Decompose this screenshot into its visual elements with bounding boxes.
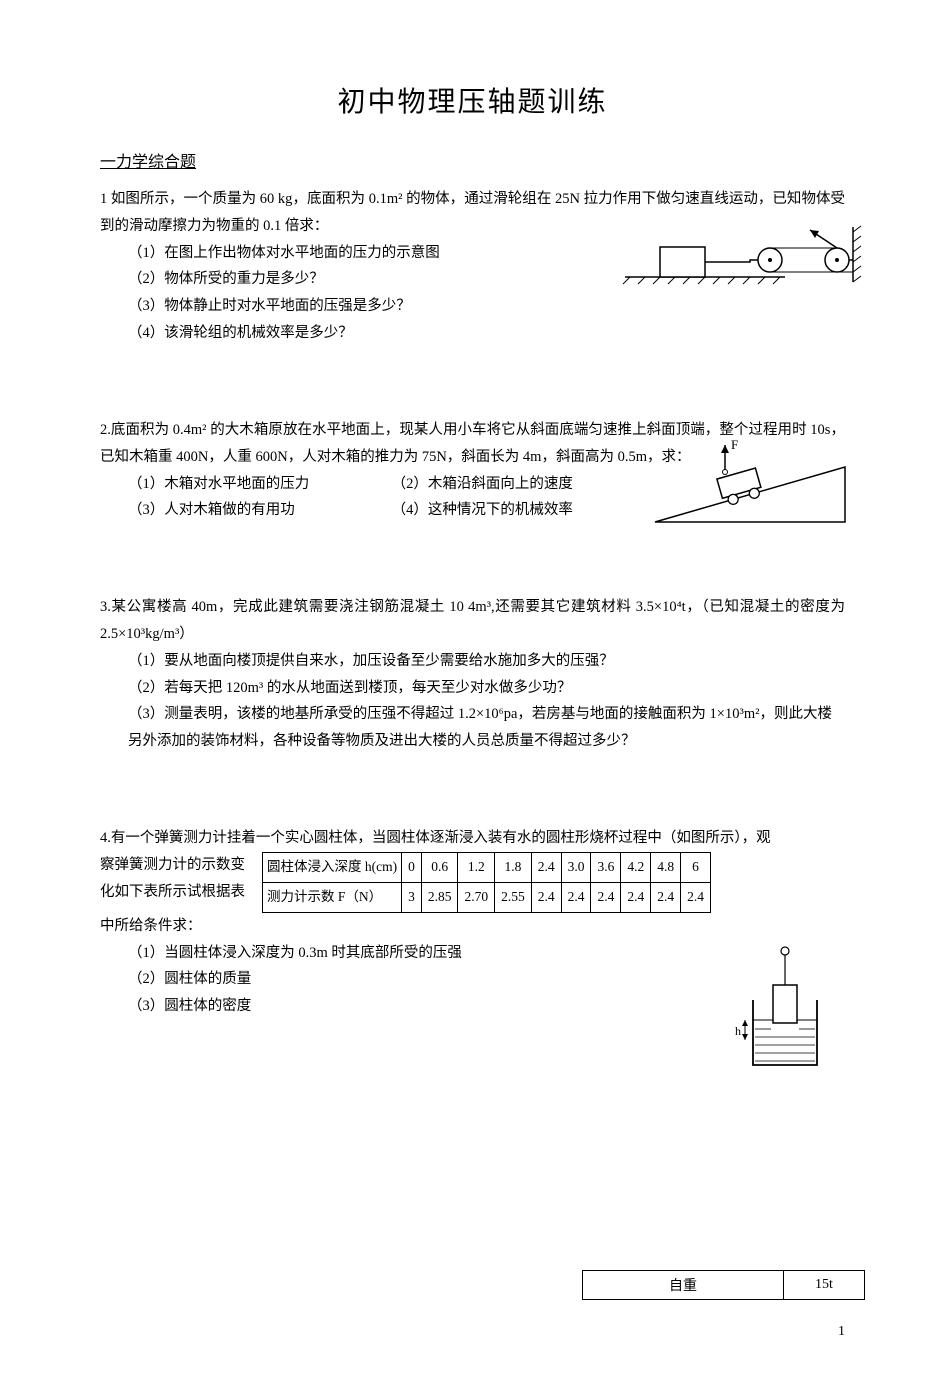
cell: 2.4 (531, 882, 561, 912)
cell: 2.4 (561, 882, 591, 912)
table-row: 测力计示数 F（N） 3 2.85 2.70 2.55 2.4 2.4 2.4 … (263, 882, 711, 912)
p3-q2: （2）若每天把 120m³ 的水从地面送到楼顶，每天至少对水做多少功？ (100, 675, 845, 702)
cell: 3.6 (591, 852, 621, 882)
cell: 2.4 (621, 882, 651, 912)
section-heading: 一力学综合题 (100, 148, 845, 172)
cell: 4.2 (621, 852, 651, 882)
p4-row2h: 测力计示数 F（N） (263, 882, 402, 912)
cell: 2.4 (681, 882, 711, 912)
bottom-table: 自重 15t (582, 1270, 865, 1300)
cell: 1.2 (458, 852, 495, 882)
figure-pulley-icon (615, 222, 865, 292)
p2-q3: （3）人对木箱做的有用功 (128, 497, 388, 524)
p4-lead2b: 化如下表所示试根据表 (100, 879, 258, 906)
page-title: 初中物理压轴题训练 (100, 80, 845, 120)
cell: 1.8 (495, 852, 532, 882)
cell: 0 (402, 852, 422, 882)
svg-text:F: F (731, 437, 738, 452)
problem-1: 1 如图所示，一个质量为 60 kg，底面积为 0.1m² 的物体，通过滑轮组在… (100, 186, 845, 347)
p4-lead1: 4.有一个弹簧测力计挂着一个实心圆柱体，当圆柱体逐渐浸入装有水的圆柱形烧杯过程中… (100, 825, 845, 852)
problem-4: 4.有一个弹簧测力计挂着一个实心圆柱体，当圆柱体逐渐浸入装有水的圆柱形烧杯过程中… (100, 825, 845, 1020)
p2-q1: （1）木箱对水平地面的压力 (128, 471, 388, 498)
p4-row1h: 圆柱体浸入深度 h(cm) (263, 852, 402, 882)
cell: 2.4 (531, 852, 561, 882)
cell: 6 (681, 852, 711, 882)
p4-lead3: 中所给条件求： (100, 913, 845, 940)
cell: 4.8 (651, 852, 681, 882)
cell: 2.85 (421, 882, 458, 912)
bottom-value: 15t (784, 1271, 865, 1300)
p2-q4: （4）这种情况下的机械效率 (392, 497, 573, 524)
table-row: 自重 15t (583, 1271, 865, 1300)
p2-q2: （2）木箱沿斜面向上的速度 (392, 471, 573, 498)
p3-q3: （3）测量表明，该楼的地基所承受的压强不得超过 1.2×10⁶pa，若房基与地面… (100, 701, 845, 755)
p4-q1: （1）当圆柱体浸入深度为 0.3m 时其底部所受的压强 (100, 940, 845, 967)
figure-spring-beaker-icon: h (735, 945, 825, 1075)
page: 初中物理压轴题训练 一力学综合题 1 如图所示，一个质量为 60 kg，底面积为… (0, 0, 945, 1380)
p4-q3: （3）圆柱体的密度 (100, 993, 845, 1020)
p4-table: 圆柱体浸入深度 h(cm) 0 0.6 1.2 1.8 2.4 3.0 3.6 … (262, 852, 711, 913)
cell: 2.4 (591, 882, 621, 912)
p3-q1: （1）要从地面向楼顶提供自来水，加压设备至少需要给水施加多大的压强？ (100, 648, 845, 675)
problem-2: 2.底面积为 0.4m² 的大木箱原放在水平地面上，现某人用小车将它从斜面底端匀… (100, 417, 845, 524)
table-row: 圆柱体浸入深度 h(cm) 0 0.6 1.2 1.8 2.4 3.0 3.6 … (263, 852, 711, 882)
svg-text:h: h (735, 1024, 741, 1038)
cell: 2.70 (458, 882, 495, 912)
p4-lead2a: 察弹簧测力计的示数变 (100, 852, 258, 879)
figure-incline-icon: F (645, 437, 855, 527)
cell: 2.4 (651, 882, 681, 912)
page-number: 1 (838, 1324, 845, 1340)
cell: 2.55 (495, 882, 532, 912)
p1-q3: （3）物体静止时对水平地面的压强是多少？ (100, 293, 845, 320)
bottom-label: 自重 (583, 1271, 784, 1300)
p3-stem: 3.某公寓楼高 40m，完成此建筑需要浇注钢筋混凝土 10 4m³,还需要其它建… (100, 594, 845, 648)
cell: 3.0 (561, 852, 591, 882)
cell: 3 (402, 882, 422, 912)
problem-3: 3.某公寓楼高 40m，完成此建筑需要浇注钢筋混凝土 10 4m³,还需要其它建… (100, 594, 845, 755)
cell: 0.6 (421, 852, 458, 882)
p4-q2: （2）圆柱体的质量 (100, 966, 845, 993)
p1-q4: （4）该滑轮组的机械效率是多少？ (100, 320, 845, 347)
